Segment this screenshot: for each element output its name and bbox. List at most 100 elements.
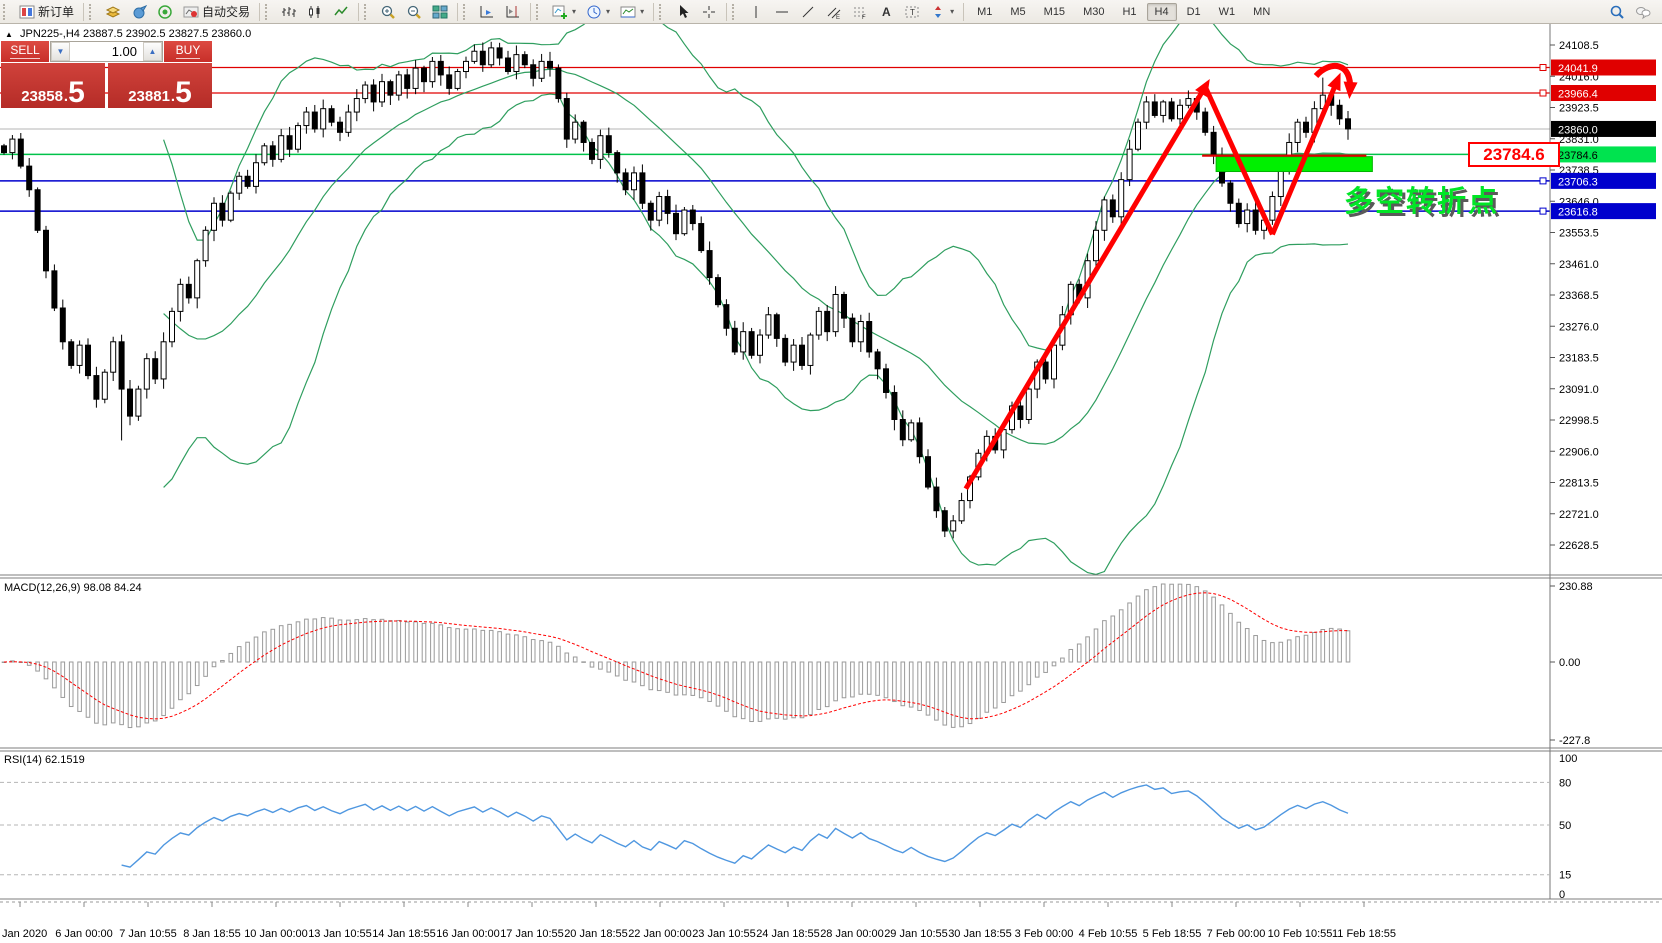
trendline-button[interactable] [796,2,820,22]
crosshair-icon [701,4,717,20]
candle-body [815,310,822,336]
macd-histogram-bar [312,618,318,663]
buy-button[interactable]: BUY [164,41,212,62]
candle-body [412,67,419,89]
signals-icon [157,4,173,20]
bar-chart-button[interactable] [277,2,301,22]
price-tag [1551,172,1656,189]
candle-chart-button[interactable] [303,2,327,22]
gold-box-button[interactable] [101,2,125,22]
channel-button[interactable]: E [822,2,846,22]
trend-arrow[interactable] [963,78,1210,491]
toolbar-grip [89,3,95,20]
zoom-in-button[interactable] [376,2,400,22]
macd-histogram-bar [161,661,166,717]
macd-histogram-bar [152,661,158,722]
candle-body [328,108,335,123]
macd-histogram-bar [665,661,670,693]
hline-button[interactable] [770,2,794,22]
price-callout-label[interactable]: 23784.6 [1468,142,1560,167]
line-chart-button[interactable] [329,2,353,22]
crosshair-button[interactable] [697,2,721,22]
candle-body [723,304,730,329]
timeframe-m5-button[interactable]: M5 [1010,5,1026,18]
macd-histogram-bar [1211,596,1216,663]
macd-histogram-bar [220,660,225,663]
cursor-button[interactable] [671,2,695,22]
candle-body [219,202,226,221]
macd-histogram-bar [530,639,536,663]
tile-windows-button[interactable] [428,2,452,22]
text-button[interactable]: A [874,2,898,22]
macd-histogram-bar [724,661,729,712]
chart-shift-button[interactable] [501,2,525,22]
candle-body [1177,104,1183,120]
label-icon: T [904,4,920,20]
candle-body [773,314,780,339]
trend-arrow[interactable] [1202,85,1275,236]
reversal-hook-arrow[interactable] [1313,63,1358,99]
macd-histogram-bar [110,661,116,724]
timeframe-mn-button[interactable]: MN [1253,5,1271,18]
timeframe-m1-button[interactable]: M1 [977,5,993,18]
periods-button[interactable]: ▾ [582,2,614,22]
timeframe-h1-button[interactable]: H1 [1122,5,1137,18]
volume-increase-button[interactable]: ▲ [143,42,162,61]
vline-button[interactable] [744,2,768,22]
zoom-out-button[interactable] [402,2,426,22]
candle-body [673,212,679,235]
autotrade-button[interactable]: 自动交易 [179,1,254,22]
sell-price[interactable]: 23858 . 5 [1,63,105,108]
fibonacci-button[interactable]: F [848,2,872,22]
arrows-button[interactable]: ▾ [926,2,958,22]
chat-button[interactable] [1631,2,1655,22]
price-axis-tick: 22628.5 [1559,540,1599,552]
candle-body [941,510,948,532]
price-tag [1551,59,1656,76]
macd-histogram-bar [614,661,620,677]
buy-price[interactable]: 23881 . 5 [108,63,212,108]
price-axis-tick: 22906.0 [1559,446,1599,458]
turning-point-annotation[interactable]: 多空转折点 [1344,186,1500,218]
macd-histogram-bar [740,661,746,720]
ohlc-values: 23887.5 23902.5 23827.5 23860.0 [82,28,252,40]
text-label-button[interactable]: T [900,2,924,22]
community-button[interactable] [127,2,151,22]
new-order-button[interactable]: 新订单 [15,1,78,22]
macd-histogram-bar [581,661,586,663]
candle-body [1025,388,1032,420]
indicators-button[interactable]: ▾ [548,2,580,22]
candle-body [656,196,663,221]
volume-input[interactable] [70,42,143,61]
macd-histogram-bar [1261,639,1267,663]
macd-histogram-bar [950,661,956,728]
toolbar-grip [265,3,271,20]
timeframe-m15-button[interactable]: M15 [1043,5,1066,18]
trend-arrow[interactable] [1270,72,1341,236]
macd-histogram-bar [1009,661,1015,697]
volume-decrease-button[interactable]: ▼ [51,42,70,61]
macd-histogram-bar [976,661,981,719]
line-chart-icon [333,4,349,20]
auto-scroll-button[interactable] [475,2,499,22]
search-button[interactable] [1605,2,1629,22]
timeframe-m30-button[interactable]: M30 [1083,5,1105,18]
line-anchor-square [1539,207,1547,215]
sell-button[interactable]: SELL [1,41,49,62]
macd-axis-label: 0.00 [1559,657,1580,669]
candle-body [1269,196,1276,221]
signals-button[interactable] [153,2,177,22]
macd-histogram-bar [1253,635,1258,663]
time-axis-label: 3 Feb 00:00 [1015,928,1074,940]
main-chart-panel[interactable] [0,9,1550,575]
macd-histogram-bar [236,646,242,663]
channel-icon: E [826,4,842,20]
timeframe-d1-button[interactable]: D1 [1186,5,1201,18]
chat-icon [1635,4,1651,20]
timeframe-w1-button[interactable]: W1 [1218,5,1236,18]
chart-shift-icon [505,4,521,20]
templates-button[interactable]: ▾ [616,2,648,22]
candle-body [555,67,562,100]
timeframe-h4-button[interactable]: H4 [1146,2,1177,21]
